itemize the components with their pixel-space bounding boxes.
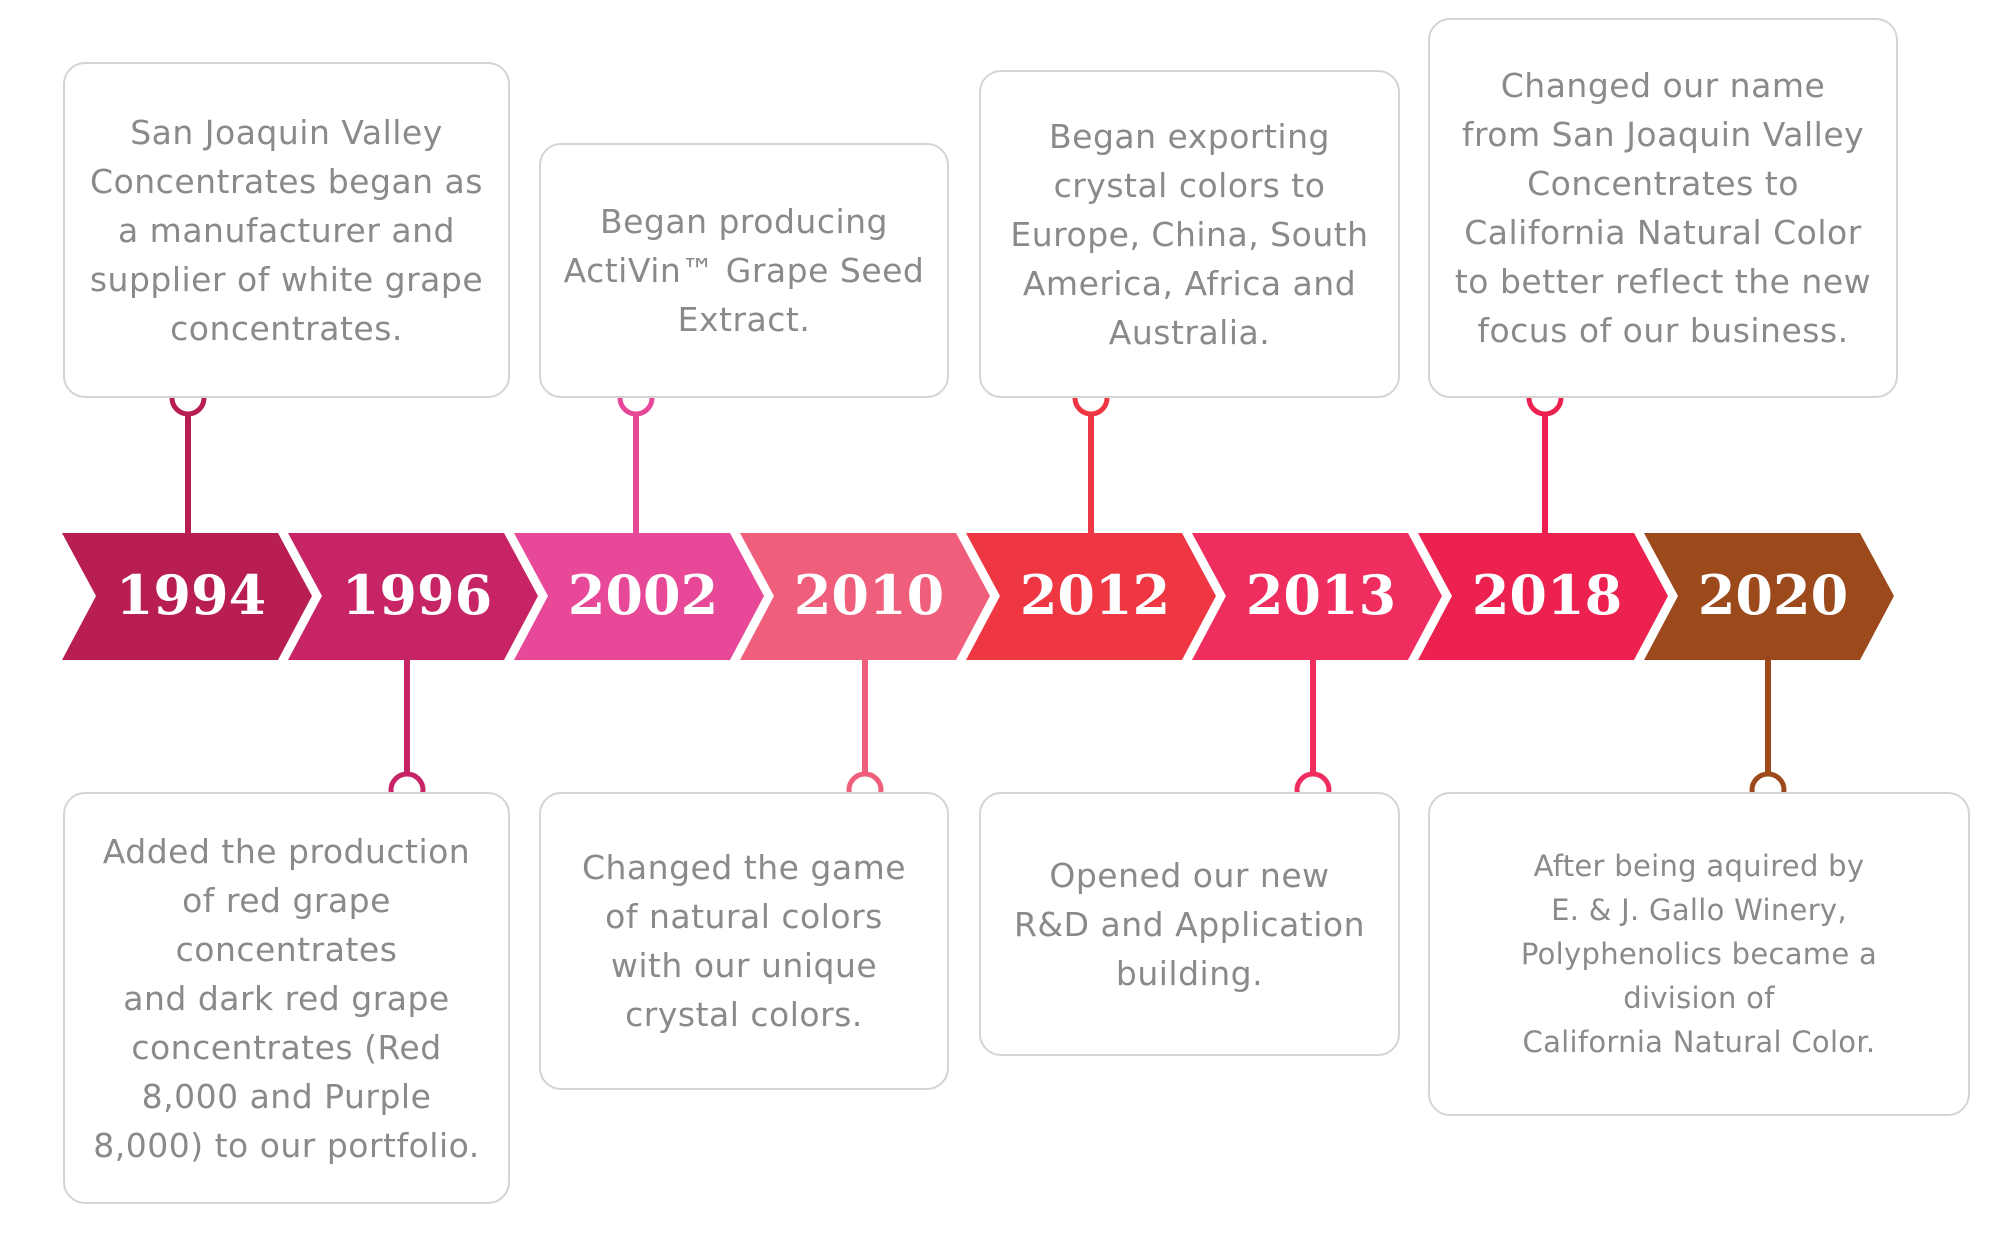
year-label-2002: 2002 — [568, 563, 718, 627]
milestone-text-2010: Changed the game of natural colors with … — [581, 848, 907, 1034]
milestone-card-2010: Changed the game of natural colors with … — [539, 792, 949, 1090]
milestone-text-2020: After being aquired by E. & J. Gallo Win… — [1520, 849, 1878, 1059]
milestone-card-1994: San Joaquin Valley Concentrates began as… — [63, 62, 510, 398]
milestone-text-2012: Began exporting crystal colors to Europe… — [1010, 116, 1369, 352]
chevron-segment-1994 — [62, 533, 312, 660]
milestone-card-2012: Began exporting crystal colors to Europe… — [979, 70, 1400, 398]
chevron-segment-2020 — [1644, 533, 1894, 660]
milestone-card-2018: Changed our name from San Joaquin Valley… — [1428, 18, 1898, 398]
year-label-2010: 2010 — [794, 563, 944, 627]
milestone-text-1996: Added the production of red grape concen… — [93, 831, 480, 1165]
year-label-2018: 2018 — [1472, 563, 1622, 627]
chevron-segment-2002 — [514, 533, 764, 660]
milestone-card-2013: Opened our new R&D and Application build… — [979, 792, 1400, 1056]
milestone-text-2002: Began producing ActiVin™ Grape Seed Extr… — [563, 202, 925, 339]
year-label-2013: 2013 — [1246, 563, 1396, 627]
year-label-1996: 1996 — [342, 563, 492, 627]
year-label-1994: 1994 — [116, 563, 266, 627]
year-label-2020: 2020 — [1698, 563, 1848, 627]
chevron-segment-2013 — [1192, 533, 1442, 660]
year-label-2012: 2012 — [1020, 563, 1170, 627]
chevron-segment-2012 — [966, 533, 1216, 660]
milestone-text-1994: San Joaquin Valley Concentrates began as… — [89, 112, 484, 348]
milestone-text-2013: Opened our new R&D and Application build… — [1013, 855, 1366, 993]
chevron-segment-2018 — [1418, 533, 1668, 660]
milestone-card-1996: Added the production of red grape concen… — [63, 792, 510, 1204]
chevron-segment-1996 — [288, 533, 538, 660]
milestone-card-2020: After being aquired by E. & J. Gallo Win… — [1428, 792, 1970, 1116]
chevron-segment-2010 — [740, 533, 990, 660]
milestone-text-2018: Changed our name from San Joaquin Valley… — [1454, 66, 1872, 350]
milestone-card-2002: Began producing ActiVin™ Grape Seed Extr… — [539, 143, 949, 398]
